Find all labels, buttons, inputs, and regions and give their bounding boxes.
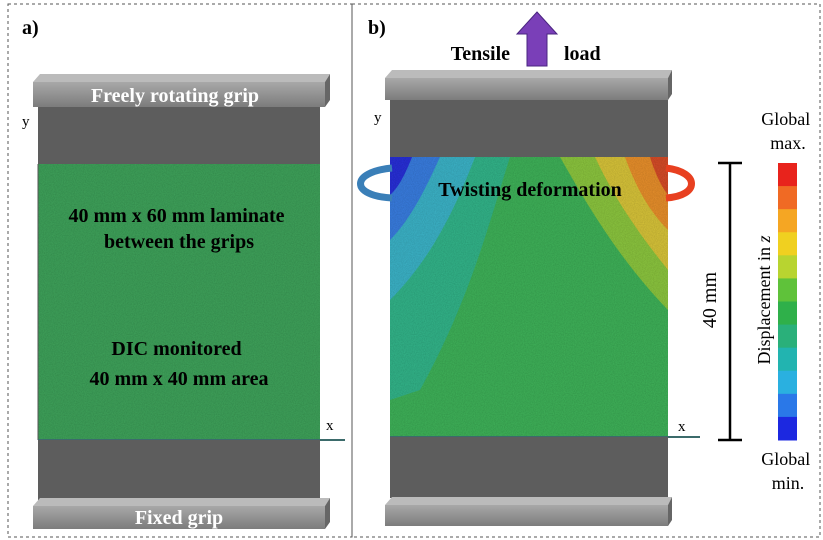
bottom-grip — [385, 437, 672, 526]
twist-arrow — [361, 168, 393, 198]
text-line: max. — [770, 133, 806, 153]
colorbar-segment — [778, 209, 797, 233]
colorbar-segment — [778, 186, 797, 210]
colorbar-segment — [778, 255, 797, 279]
colorbar-segment — [778, 325, 797, 349]
load-label: load — [564, 43, 601, 65]
dimension-line — [718, 163, 742, 440]
colorbar-max: Global max. — [761, 109, 815, 153]
text-part: z — [754, 236, 774, 244]
bottom-grip-label: Fixed grip — [135, 507, 223, 529]
axis-label: x — [326, 418, 334, 434]
colorbar — [778, 163, 797, 441]
top-grip-label: Freely rotating grip — [91, 85, 259, 107]
text-line: Global — [761, 449, 810, 469]
axis-label: y — [374, 110, 382, 126]
colorbar-segment — [778, 417, 797, 441]
dimension-label: 40 mm — [699, 272, 721, 329]
text-line: 40 mm x 60 mm laminate — [68, 205, 284, 227]
colorbar-segment — [778, 163, 797, 187]
colorbar-segment — [778, 348, 797, 372]
twist-label: Twisting deformation — [438, 179, 622, 201]
colorbar-segment — [778, 394, 797, 418]
text-line: 40 mm x 40 mm area — [89, 368, 268, 390]
panel-label: a) — [22, 17, 39, 39]
colorbar-segment — [778, 278, 797, 302]
figure: a) Freely rotating grip y x 40 mm x 60 m… — [0, 0, 823, 540]
text-part: Displacement in — [754, 243, 774, 365]
load-arrow — [517, 12, 557, 66]
text-line: Global — [761, 109, 810, 129]
colorbar-min: Global min. — [761, 449, 815, 493]
text-line: between the grips — [104, 231, 254, 253]
panel-label: b) — [368, 17, 386, 39]
colorbar-segment — [778, 232, 797, 256]
axis-label: y — [22, 114, 30, 130]
axis-label: x — [678, 419, 686, 435]
text-line: DIC monitored — [111, 338, 241, 360]
colorbar-segment — [778, 302, 797, 326]
twist-arrow — [666, 168, 692, 198]
colorbar-segment — [778, 371, 797, 395]
load-label: Tensile — [451, 43, 510, 65]
top-grip — [385, 70, 672, 157]
colorbar-title: Displacement in z — [754, 236, 774, 365]
text-line: min. — [772, 473, 805, 493]
